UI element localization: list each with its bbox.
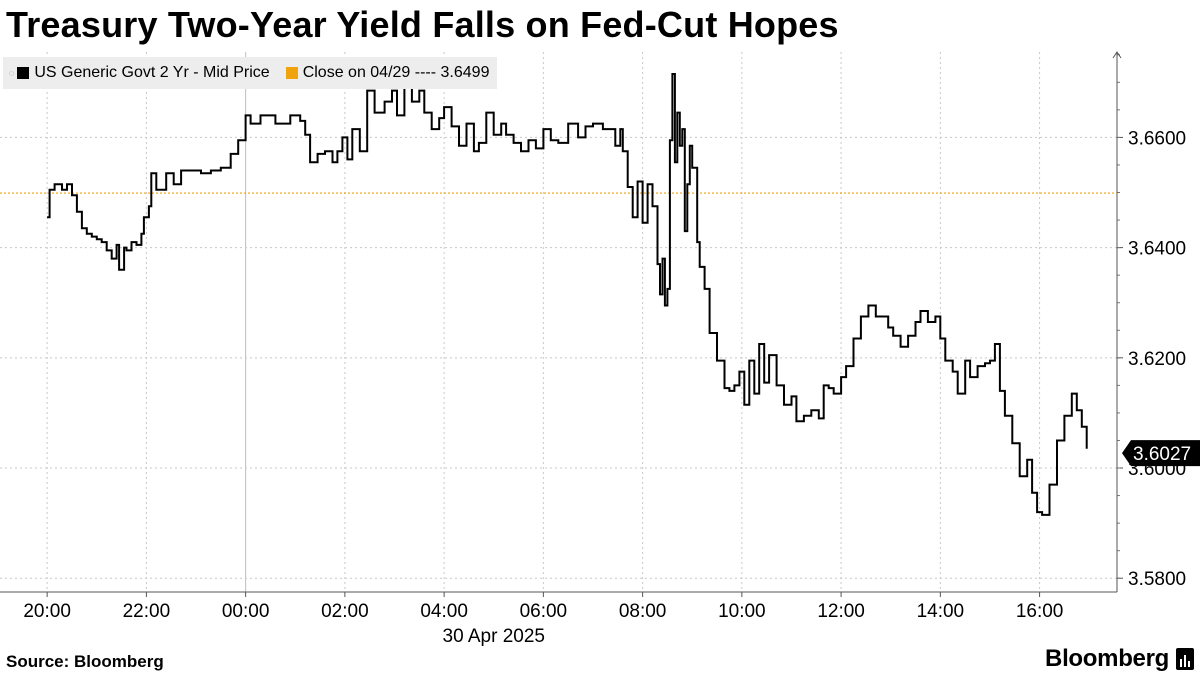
legend-series-label: US Generic Govt 2 Yr - Mid Price — [34, 64, 270, 81]
x-tick-label: 06:00 — [520, 601, 568, 622]
legend-close-label: Close on 04/29 ---- 3.6499 — [302, 64, 490, 81]
x-tick-label: 20:00 — [23, 601, 71, 622]
close-swatch — [285, 67, 298, 79]
y-tick-label: 3.6600 — [1128, 128, 1186, 149]
legend-item-close: Close on 04/29 ---- 3.6499 — [285, 64, 490, 82]
grid-layer — [0, 52, 1117, 592]
legend-item-series: ◌ US Generic Govt 2 Yr - Mid Price — [9, 64, 270, 82]
x-tick-label: 02:00 — [321, 601, 369, 622]
last-value-label: 3.6027 — [1133, 444, 1191, 465]
series-swatch — [17, 67, 30, 79]
x-tick-label: 22:00 — [123, 601, 171, 622]
last-value-tag-layer: 3.6027 — [1122, 440, 1200, 467]
axis-layer: 20:00 22:00 00:00 02:00 04:00 06:00 08:00 10:00… — [0, 51, 1186, 647]
x-tick-label: 00:00 — [222, 601, 270, 622]
y-axis-arrow-icon — [1112, 51, 1122, 59]
x-tick-label: 16:00 — [1016, 601, 1064, 622]
x-axis-date-label: 30 Apr 2025 — [443, 626, 545, 647]
y-tick-label: 3.6400 — [1128, 239, 1186, 260]
x-tick-label: 12:00 — [817, 601, 865, 622]
last-value-tag — [1122, 440, 1200, 467]
bloomberg-terminal-icon — [1176, 648, 1194, 670]
x-tick-label: 14:00 — [917, 601, 965, 622]
x-tick-label: 04:00 — [420, 601, 468, 622]
legend: ◌ US Generic Govt 2 Yr - Mid Price Close… — [3, 57, 498, 89]
pin-icon: ◌ — [9, 68, 15, 78]
series-layer — [47, 73, 1088, 516]
chart-title: Treasury Two-Year Yield Falls on Fed-Cut… — [6, 4, 839, 45]
brand-logo: Bloomberg — [1045, 645, 1194, 673]
brand-name: Bloomberg — [1045, 645, 1169, 672]
y-tick-label: 3.5800 — [1128, 569, 1186, 590]
source-note: Source: Bloomberg — [6, 652, 164, 671]
x-tick-label: 10:00 — [718, 601, 766, 622]
series-line-us-2yr — [47, 73, 1088, 516]
y-tick-label: 3.6200 — [1128, 349, 1186, 370]
x-tick-label: 08:00 — [619, 601, 667, 622]
